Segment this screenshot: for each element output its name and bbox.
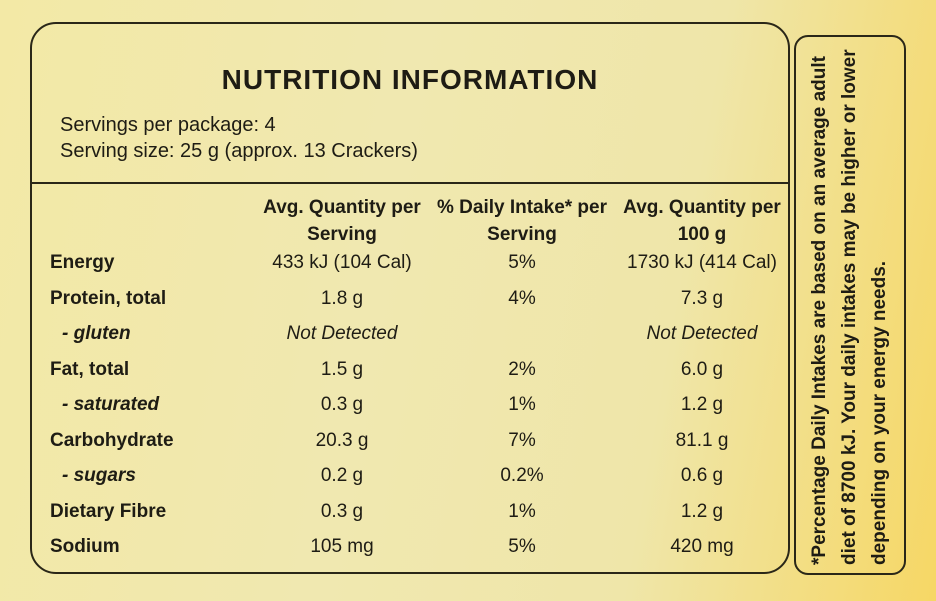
column-header: Avg. Quantity per Serving: [263, 197, 421, 245]
servings-per-package: Servings per package: 4: [60, 114, 276, 136]
nutrient-value: 6.0 g: [680, 358, 724, 380]
nutrient-value: 81.1 g: [675, 429, 729, 451]
nutrient-value: 1.2 g: [680, 394, 724, 415]
nutrient-value: 1.5 g: [320, 358, 364, 380]
nutrient-value: 20.3 g: [315, 429, 369, 451]
nutrient-value: 1730 kJ (414 Cal): [627, 252, 777, 273]
nutrient-value: 4%: [508, 287, 536, 309]
title: NUTRITION INFORMATION: [221, 64, 599, 95]
nutrient-value: 0.2 g: [320, 465, 364, 486]
nutrient-value: Not Detected: [286, 323, 398, 344]
column-header: % Daily Intake* per Serving: [436, 197, 608, 245]
nutrient-name: Protein, total: [50, 287, 167, 309]
nutrient-name: Fat, total: [50, 358, 130, 380]
nutrient-value: 433 kJ (104 Cal): [272, 252, 412, 273]
nutrient-value: 1%: [508, 500, 536, 522]
column-header: Avg. Quantity per 100 g: [623, 197, 781, 245]
nutrient-value: 5%: [508, 536, 536, 557]
footnote-box: *Percentage Daily Intakes are based on a…: [794, 35, 906, 575]
nutrient-value: 7.3 g: [680, 287, 724, 309]
nutrient-value: 7%: [508, 429, 536, 451]
nutrient-value: 0.6 g: [680, 465, 724, 486]
nutrient-value: 1%: [508, 394, 536, 415]
nutrient-value: Not Detected: [646, 323, 758, 344]
footnote: *Percentage Daily Intakes are based on a…: [809, 49, 890, 565]
nutrient-value: 0.3 g: [320, 500, 364, 522]
nutrient-name: Carbohydrate: [50, 429, 174, 451]
nutrient-value: 0.3 g: [320, 394, 364, 415]
nutrient-value: 2%: [508, 358, 536, 380]
nutrition-panel: NUTRITION INFORMATION Servings per packa…: [30, 22, 790, 574]
nutrient-value: 1.8 g: [320, 287, 364, 309]
nutrient-name: Dietary Fibre: [50, 500, 167, 522]
serving-size: Serving size: 25 g (approx. 13 Crackers): [60, 140, 418, 162]
nutrient-value: 105 mg: [310, 536, 374, 557]
nutrient-name: Sodium: [50, 536, 120, 557]
nutrient-value: 0.2%: [500, 465, 544, 486]
nutrient-name: - sugars: [62, 465, 136, 486]
nutrient-name: - saturated: [62, 394, 160, 415]
nutrient-value: 5%: [508, 252, 536, 273]
nutrient-name: Energy: [50, 252, 115, 273]
nutrient-value: 1.2 g: [680, 500, 724, 522]
nutrient-value: 420 mg: [670, 536, 734, 557]
nutrient-name: - gluten: [62, 323, 131, 344]
divider: [32, 182, 788, 184]
